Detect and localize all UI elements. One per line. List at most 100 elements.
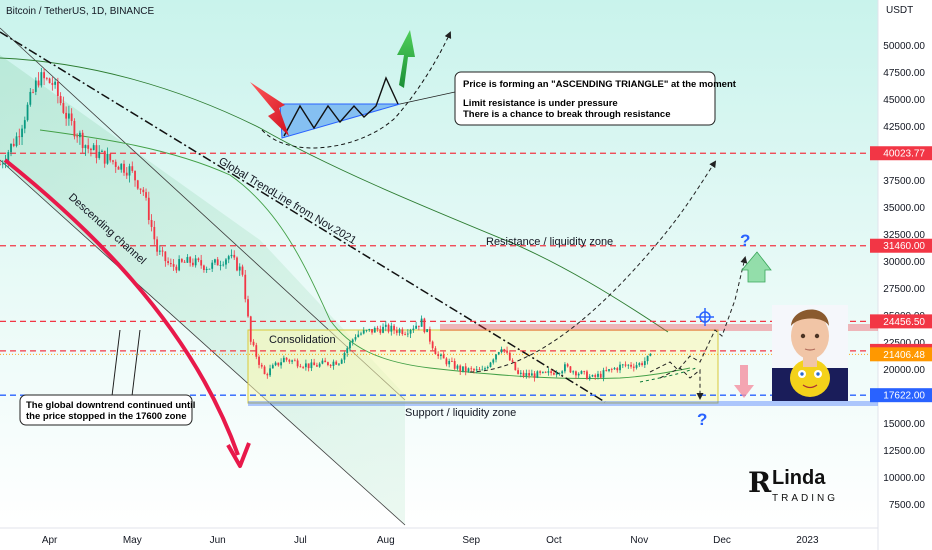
candle-body [109, 153, 112, 161]
candle-body [583, 371, 586, 372]
candle-body [569, 366, 572, 373]
candle-body [624, 364, 627, 366]
price-tick-label: 50000.00 [883, 41, 925, 52]
time-axis[interactable]: Apr May Jun Jul Aug Sep Oct Nov Dec 2023 [42, 535, 819, 546]
candle-body [128, 166, 131, 176]
projection-path-up [649, 256, 748, 373]
candle-body [649, 353, 652, 356]
candle-body [500, 349, 503, 353]
candle-body [630, 364, 632, 367]
candle-body [73, 120, 76, 137]
candle-body [103, 150, 106, 164]
candle-body [497, 352, 500, 355]
candle-body [222, 264, 225, 266]
candle-body [216, 259, 219, 266]
candle-body [214, 259, 216, 263]
candle-body [426, 329, 429, 333]
candle-body [511, 360, 514, 363]
candle-body [599, 373, 602, 378]
bullish-target-arrow [741, 251, 772, 283]
candle-body [550, 371, 553, 373]
candle-body [514, 362, 517, 371]
candle-body [139, 188, 142, 190]
candle-body [249, 316, 252, 342]
time-tick-label: Oct [546, 535, 562, 546]
candle-body [506, 350, 508, 353]
candle-body [211, 262, 214, 269]
consolidation-label: Consolidation [269, 334, 336, 346]
downtrend-note: The global downtrend continued until the… [19, 329, 195, 426]
price-tick-label: 45000.00 [883, 95, 925, 106]
candle-body [161, 250, 164, 252]
candle-body [197, 258, 200, 261]
candle-body [205, 268, 208, 271]
candle-body [519, 372, 522, 374]
candle-body [470, 368, 473, 370]
candle-body [252, 341, 255, 346]
time-tick-label: Nov [630, 535, 648, 546]
candle-body [406, 333, 409, 335]
candle-body [87, 145, 90, 149]
candle-body [191, 262, 194, 266]
candle-body [150, 219, 153, 227]
candle-body [610, 369, 613, 370]
candle-body [464, 366, 467, 372]
candle-body [434, 348, 437, 355]
level-tag-label: 31460.00 [883, 241, 925, 252]
candle-body [384, 324, 387, 327]
candle-body [117, 166, 120, 170]
logo-word-linda: Linda [772, 467, 826, 489]
candle-body [547, 371, 550, 373]
price-tick-label: 42500.00 [883, 122, 925, 133]
candle-body [619, 364, 621, 371]
candle-body [627, 364, 630, 366]
candle-body [167, 261, 169, 264]
candle-body [453, 361, 456, 369]
candle-body [459, 365, 462, 372]
candle-body [288, 359, 291, 362]
candle-body [398, 329, 401, 333]
candle-body [120, 163, 123, 170]
candle-body [329, 365, 332, 366]
level-tag [870, 314, 932, 329]
candle-body [45, 78, 48, 80]
candle-body [544, 371, 547, 373]
candle-body [635, 365, 638, 368]
candle-body [608, 369, 610, 371]
chart-symbol-title: Bitcoin / TetherUS, 1D, BINANCE [6, 6, 155, 17]
candle-body [233, 254, 236, 258]
candle-body [269, 368, 271, 376]
candle-body [395, 330, 398, 333]
candle-body [423, 318, 426, 333]
candle-body [404, 334, 406, 335]
price-tick-label: 20000.00 [883, 365, 925, 376]
candle-body [23, 120, 26, 129]
candle-body [26, 104, 29, 121]
candle-body [98, 151, 101, 158]
candle-body [517, 370, 519, 374]
candle-body [291, 360, 294, 362]
candle-body [390, 325, 393, 332]
time-tick-label: Dec [713, 535, 731, 546]
candle-body [260, 364, 263, 367]
candle-body [564, 364, 566, 372]
price-tick-label: 35000.00 [883, 203, 925, 214]
price-tick-label: 47500.00 [883, 68, 925, 79]
candle-body [338, 363, 340, 365]
candle-body [641, 363, 643, 366]
bearish-target-arrow [734, 365, 754, 398]
candle-body [62, 103, 65, 113]
candle-body [577, 373, 580, 376]
candle-body [114, 161, 117, 167]
candle-body [59, 95, 62, 104]
downtrend-curve-arrow [3, 158, 240, 456]
candle-body [503, 349, 506, 351]
candle-body [530, 373, 533, 376]
candle-body [10, 143, 12, 153]
candle-body [238, 266, 241, 271]
candle-body [76, 136, 79, 138]
candle-body [440, 354, 442, 357]
candle-body [84, 145, 87, 149]
resistance-zone-band [440, 324, 878, 331]
